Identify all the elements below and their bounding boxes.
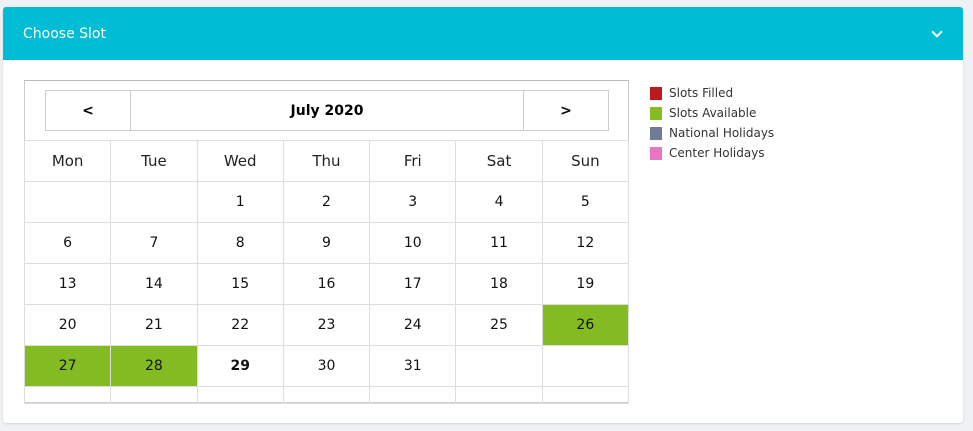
day-cell[interactable]: 22 [196,304,284,346]
empty-cell [541,386,630,404]
legend-swatch [650,106,662,120]
empty-cell [23,386,112,404]
empty-cell [110,181,198,223]
legend-item: Slots Available [650,103,774,123]
weekday-header: Sat [455,140,543,182]
legend: Slots Filled Slots Available National Holi… [650,83,774,163]
day-cell[interactable]: 23 [282,304,371,346]
weekday-header: Mon [23,140,112,182]
calendar: < July 2020 > Mon Tue Wed Thu Fri Sat Sun 1 2 3 4 5… [23,80,630,404]
day-cell[interactable]: 28 [110,345,198,387]
day-cell[interactable]: 15 [196,263,284,305]
day-cell[interactable]: 21 [110,304,198,346]
panel-header[interactable]: Choose Slot [3,7,963,60]
empty-cell [196,386,284,404]
legend-swatch [650,146,662,160]
legend-swatch [650,126,662,140]
choose-slot-panel: Choose Slot < July 2020 > Mon Tue Wed Thu Fr… [3,7,963,423]
day-cell[interactable]: 27 [23,345,112,387]
day-cell[interactable]: 9 [282,222,371,264]
calendar-grid: Mon Tue Wed Thu Fri Sat Sun 1 2 3 4 5 6 7 8 9 10 11 12 13 14… [23,140,630,404]
day-cell[interactable]: 31 [369,345,457,387]
empty-cell [455,345,543,387]
day-cell[interactable]: 18 [455,263,543,305]
weekday-header: Tue [110,140,198,182]
empty-cell [282,386,371,404]
empty-cell [23,181,112,223]
day-cell[interactable]: 17 [369,263,457,305]
day-cell[interactable]: 6 [23,222,112,264]
day-cell[interactable]: 12 [541,222,630,264]
day-cell[interactable]: 24 [369,304,457,346]
empty-cell [369,386,457,404]
legend-label: Center Holidays [669,146,765,160]
prev-month-button[interactable]: < [46,91,131,130]
legend-label: Slots Available [669,106,757,120]
day-cell[interactable]: 1 [196,181,284,223]
day-cell[interactable]: 16 [282,263,371,305]
day-cell[interactable]: 25 [455,304,543,346]
weekday-header: Fri [369,140,457,182]
day-cell[interactable]: 20 [23,304,112,346]
day-cell[interactable]: 2 [282,181,371,223]
empty-cell [541,345,630,387]
panel-title: Choose Slot [23,25,106,42]
day-cell[interactable]: 26 [541,304,630,346]
calendar-nav: < July 2020 > [45,90,609,131]
weekday-header: Sun [541,140,630,182]
month-title: July 2020 [131,91,524,130]
day-cell[interactable]: 30 [282,345,371,387]
day-cell[interactable]: 5 [541,181,630,223]
legend-item: Slots Filled [650,83,774,103]
day-cell[interactable]: 19 [541,263,630,305]
legend-item: National Holidays [650,123,774,143]
legend-swatch [650,86,662,100]
empty-cell [455,386,543,404]
legend-item: Center Holidays [650,143,774,163]
legend-label: Slots Filled [669,86,734,100]
day-cell[interactable]: 14 [110,263,198,305]
day-cell[interactable]: 4 [455,181,543,223]
day-cell[interactable]: 8 [196,222,284,264]
chevron-down-icon[interactable] [931,25,943,38]
empty-cell [110,386,198,404]
day-cell[interactable]: 7 [110,222,198,264]
day-cell[interactable]: 3 [369,181,457,223]
weekday-header: Wed [196,140,284,182]
day-cell[interactable]: 29 [196,345,284,387]
legend-label: National Holidays [669,126,775,140]
weekday-header: Thu [282,140,371,182]
next-month-button[interactable]: > [560,102,572,119]
day-cell[interactable]: 13 [23,263,112,305]
day-cell[interactable]: 11 [455,222,543,264]
day-cell[interactable]: 10 [369,222,457,264]
